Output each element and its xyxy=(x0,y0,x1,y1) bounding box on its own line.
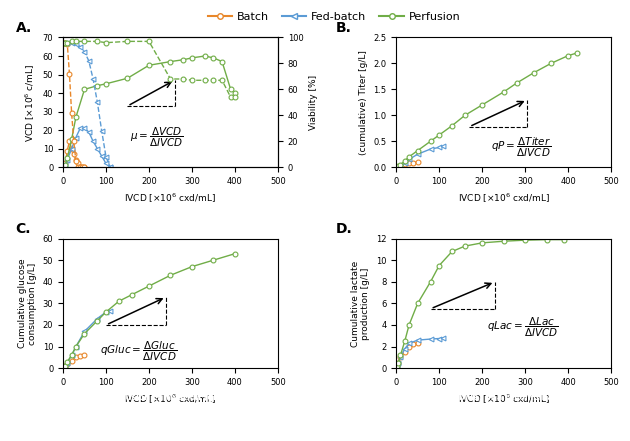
Y-axis label: (cumulative) Titer [g/L]: (cumulative) Titer [g/L] xyxy=(358,50,368,155)
X-axis label: IVCD [$\times$10$^6$ cxd/mL]: IVCD [$\times$10$^6$ cxd/mL] xyxy=(457,392,550,406)
Y-axis label: Cumulative lactate
production [g/L]: Cumulative lactate production [g/L] xyxy=(351,260,370,347)
Text: C.: C. xyxy=(16,222,32,236)
Text: $qP = \dfrac{\Delta Titer}{\Delta IVCD}$: $qP = \dfrac{\Delta Titer}{\Delta IVCD}$ xyxy=(491,136,551,159)
Legend: Batch, Fed-batch, Perfusion: Batch, Fed-batch, Perfusion xyxy=(203,8,464,26)
Text: D.: D. xyxy=(336,222,353,236)
Text: $qGluc = \dfrac{\Delta Gluc}{\Delta IVCD}$: $qGluc = \dfrac{\Delta Gluc}{\Delta IVCD… xyxy=(100,339,177,363)
X-axis label: IVCD [$\times$10$^6$ cxd/mL]: IVCD [$\times$10$^6$ cxd/mL] xyxy=(124,191,217,205)
Text: A.: A. xyxy=(16,21,32,35)
X-axis label: IVCD [$\times$10$^6$ cxd/mL]: IVCD [$\times$10$^6$ cxd/mL] xyxy=(457,191,550,205)
Y-axis label: VCD [$\times$10$^6$ c/mL]: VCD [$\times$10$^6$ c/mL] xyxy=(24,63,37,142)
Text: $qLac = \dfrac{\Delta Lac}{\Delta IVCD}$: $qLac = \dfrac{\Delta Lac}{\Delta IVCD}$ xyxy=(487,315,559,339)
Text: Figure 1. Advantage of perfusion cultivation (green) in comparison to batch (ora: Figure 1. Advantage of perfusion cultiva… xyxy=(0,393,630,425)
Y-axis label: Viability [%]: Viability [%] xyxy=(309,75,318,130)
X-axis label: IVCD [$\times$10$^6$ cxd/mL]: IVCD [$\times$10$^6$ cxd/mL] xyxy=(124,392,217,406)
Text: B.: B. xyxy=(336,21,352,35)
Y-axis label: Cumulative glucose
consumption [g/L]: Cumulative glucose consumption [g/L] xyxy=(18,258,37,348)
Text: $\mu = \dfrac{\Delta VCD}{\Delta IVCD}$: $\mu = \dfrac{\Delta VCD}{\Delta IVCD}$ xyxy=(130,126,183,149)
